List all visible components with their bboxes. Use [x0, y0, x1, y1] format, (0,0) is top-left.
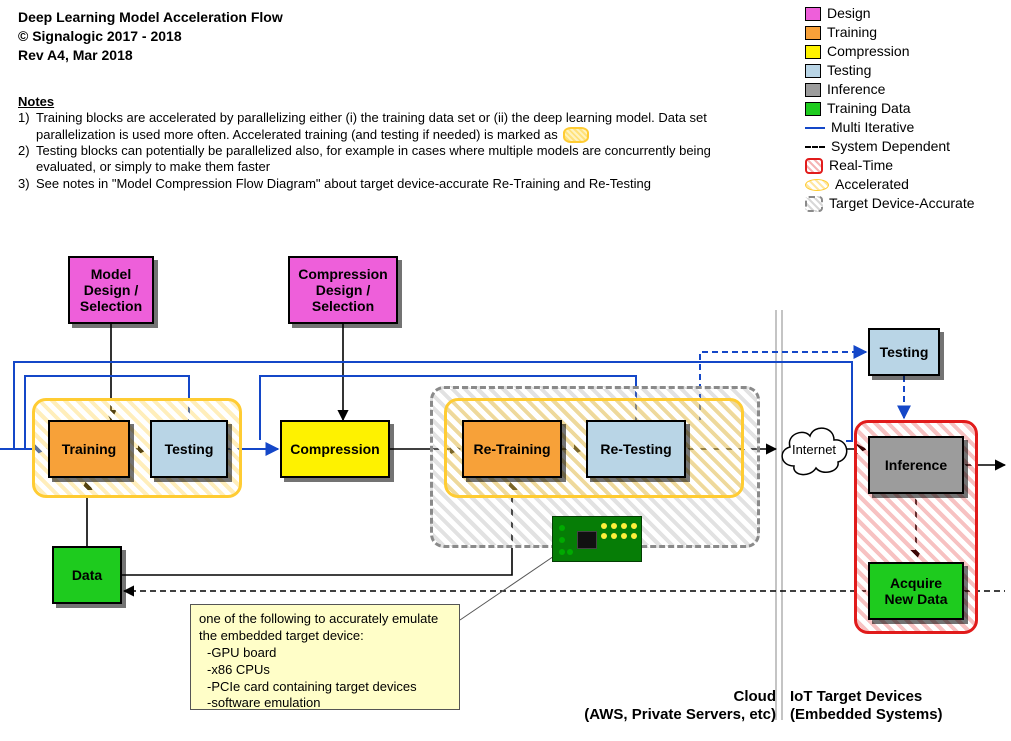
training-data-swatch-icon [805, 102, 821, 116]
system-dependent-swatch-icon [805, 146, 825, 148]
notes-title: Notes [18, 94, 748, 110]
inference-block: Inference [868, 436, 964, 494]
acquire-new-data-block: Acquire New Data [868, 562, 964, 620]
notes: Notes 1)Training blocks are accelerated … [18, 94, 748, 192]
legend: Design Training Compression Testing Infe… [805, 4, 975, 213]
cloud-section-label: Cloud (AWS, Private Servers, etc) [560, 688, 776, 724]
internet-cloud: Internet [776, 414, 848, 480]
inference-swatch-icon [805, 83, 821, 97]
note-1: 1)Training blocks are accelerated by par… [18, 110, 748, 143]
accelerated-swatch-icon [805, 179, 829, 191]
model-design-block: Model Design / Selection [68, 256, 154, 324]
rev: Rev A4, Mar 2018 [18, 46, 283, 65]
callout-lead: one of the following to accurately emula… [199, 611, 451, 645]
training-swatch-icon [805, 26, 821, 40]
compression-design-block: Compression Design / Selection [288, 256, 398, 324]
re-testing-block: Re-Testing [586, 420, 686, 478]
compression-swatch-icon [805, 45, 821, 59]
testing-2-block: Testing [868, 328, 940, 376]
training-block: Training [48, 420, 130, 478]
title: Deep Learning Model Acceleration Flow [18, 8, 283, 27]
design-swatch-icon [805, 7, 821, 21]
data-block: Data [52, 546, 122, 604]
multi-iterative-swatch-icon [805, 127, 825, 129]
internet-label: Internet [776, 442, 852, 457]
testing-swatch-icon [805, 64, 821, 78]
pcb-icon [552, 516, 642, 562]
callout-note: one of the following to accurately emula… [190, 604, 460, 710]
compression-block: Compression [280, 420, 390, 478]
accelerated-swatch-icon [563, 127, 589, 143]
copyright: © Signalogic 2017 - 2018 [18, 27, 283, 46]
re-training-block: Re-Training [462, 420, 562, 478]
header: Deep Learning Model Acceleration Flow © … [18, 8, 283, 65]
note-3: 3)See notes in "Model Compression Flow D… [18, 176, 748, 192]
testing-block: Testing [150, 420, 228, 478]
iot-section-label: IoT Target Devices (Embedded Systems) [790, 688, 1000, 724]
note-2: 2)Testing blocks can potentially be para… [18, 143, 748, 176]
real-time-swatch-icon [805, 158, 823, 174]
target-device-accurate-swatch-icon [805, 196, 823, 212]
